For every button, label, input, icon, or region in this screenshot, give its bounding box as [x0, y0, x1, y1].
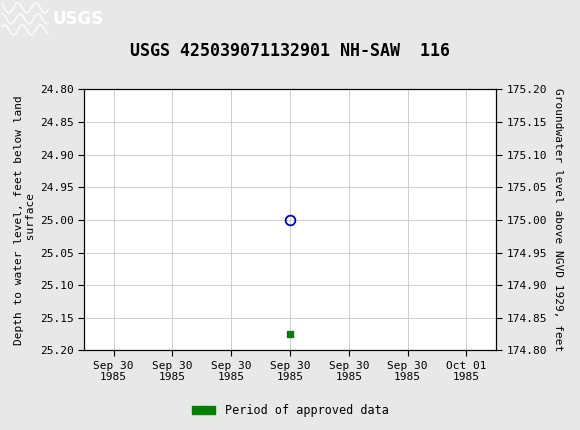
Y-axis label: Groundwater level above NGVD 1929, feet: Groundwater level above NGVD 1929, feet: [553, 88, 564, 352]
Text: USGS 425039071132901 NH-SAW  116: USGS 425039071132901 NH-SAW 116: [130, 42, 450, 60]
Legend: Period of approved data: Period of approved data: [187, 399, 393, 422]
Text: USGS: USGS: [52, 10, 103, 28]
Y-axis label: Depth to water level, feet below land
 surface: Depth to water level, feet below land su…: [14, 95, 36, 345]
